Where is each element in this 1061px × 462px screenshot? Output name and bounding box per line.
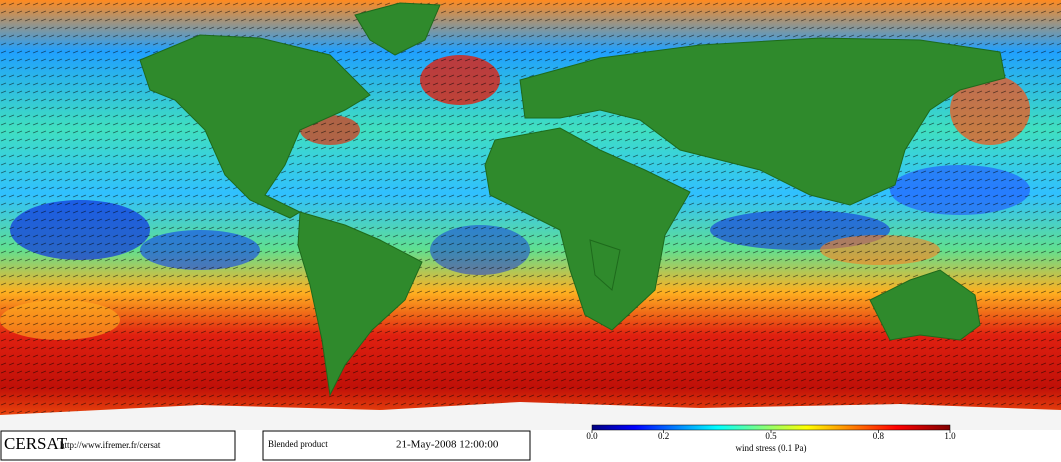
logo: CERSAT xyxy=(4,434,68,453)
product-box xyxy=(262,430,531,461)
product: Blended product xyxy=(268,439,328,449)
antarctica xyxy=(0,402,1061,430)
colorbar-tick-label: 0.2 xyxy=(658,431,669,441)
land xyxy=(139,2,1006,397)
colorbar-tick-label: 0.8 xyxy=(873,431,885,441)
colorbar-tick-label: 0.0 xyxy=(586,431,598,441)
colorbar xyxy=(591,424,951,431)
colorbar-label: wind stress (0.1 Pa) xyxy=(736,443,807,453)
url: http://www.ifremer.fr/cersat xyxy=(60,440,161,450)
colorbar-tick-label: 1.0 xyxy=(944,431,956,441)
logo-box xyxy=(0,430,236,461)
date: 21-May-2008 12:00:00 xyxy=(396,439,499,451)
colorbar-tick-label: 0.5 xyxy=(765,431,777,441)
